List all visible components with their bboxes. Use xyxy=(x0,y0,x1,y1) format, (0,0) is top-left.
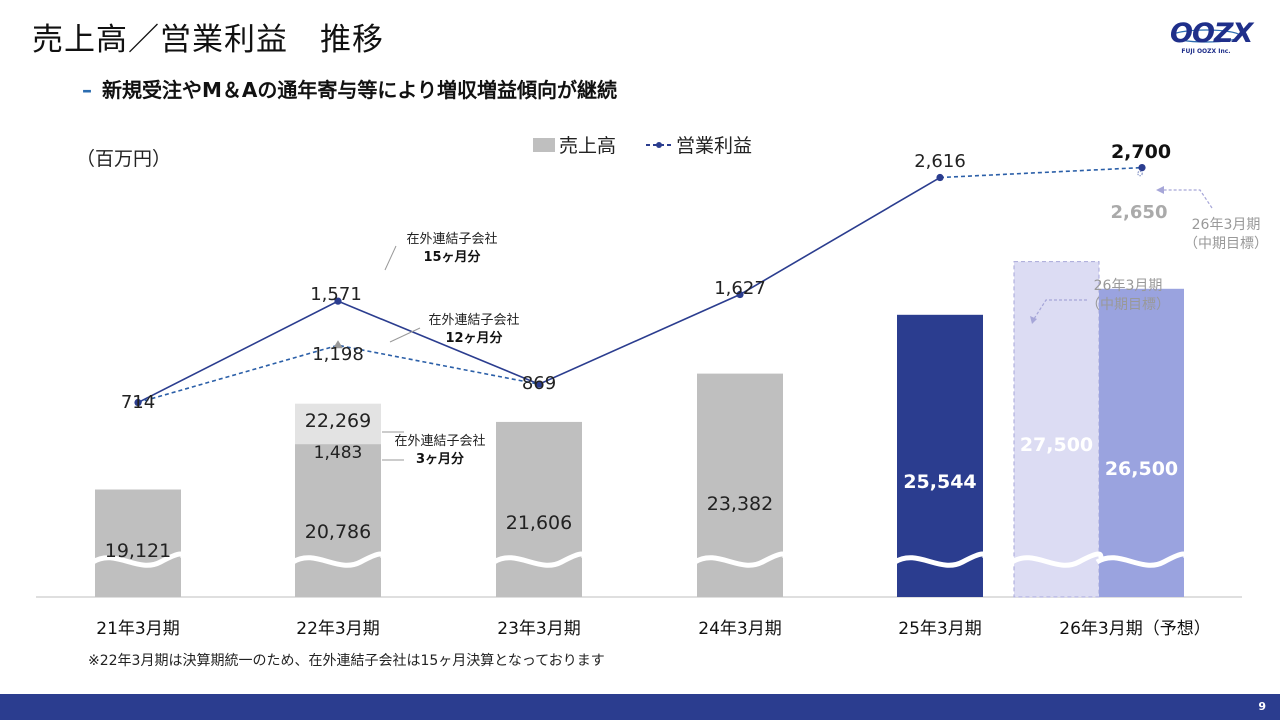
annotation-plan-profit-arrow xyxy=(1160,189,1213,209)
sales-22-overseas-label: 1,483 xyxy=(314,443,363,463)
profit-point-22-alt xyxy=(333,340,343,349)
profit-value-label-0: 714 xyxy=(121,392,155,413)
sales-26-forecast-label: 26,500 xyxy=(1105,458,1178,480)
legend-bar-swatch xyxy=(533,137,555,152)
subtitle: – 新規受注やM＆Aの通年寄与等により増収増益傾向が継続 xyxy=(82,74,617,103)
x-tick-label-2: 23年3月期 xyxy=(497,619,580,639)
logo-swoosh xyxy=(1171,29,1241,43)
sales-value-label-1: 22,269 xyxy=(305,410,371,432)
legend-line-label: 営業利益 xyxy=(676,135,753,157)
profit-value-label-2: 869 xyxy=(522,373,556,394)
profit-point-2 xyxy=(535,380,543,388)
sales-value-label-0: 19,121 xyxy=(105,540,171,562)
legend-line-swatch xyxy=(646,141,673,148)
legend-bar-label: 売上高 xyxy=(559,135,617,157)
annotation-plan-bar-arrowhead xyxy=(1030,316,1037,324)
footnote: ※22年3月期は決算期統一のため、在外連結子会社は15ヶ月決算となっております xyxy=(88,653,605,669)
profit-value-label-5: 2,650 xyxy=(1111,202,1168,223)
oozx-logo xyxy=(1171,29,1241,43)
annotation-15-line2: 15ヶ月分 xyxy=(423,249,480,265)
sales-bar-4 xyxy=(897,314,983,597)
annotation-3-line2: 3ヶ月分 xyxy=(416,451,464,467)
x-tick-label-4: 25年3月期 xyxy=(898,619,981,639)
profit-point-1 xyxy=(334,297,342,305)
annotation-plan-bar-line2: （中期目標） xyxy=(1086,297,1170,313)
profit-point-26-forecast xyxy=(1137,170,1143,177)
annotation-15-line1: 在外連結子会社 xyxy=(406,231,497,247)
subtitle-dash-icon: – xyxy=(82,78,92,102)
annotation-plan-profit-arrowhead xyxy=(1156,186,1164,194)
profit-point-3 xyxy=(736,290,744,299)
profit-point-26-plan xyxy=(1138,163,1146,172)
profit-line-solid xyxy=(137,176,941,404)
sales-value-label-4: 25,544 xyxy=(903,471,976,493)
axis-break-mark-1 xyxy=(291,551,386,568)
logo-text: OOZX xyxy=(1170,18,1253,49)
axis-break-mark-4 xyxy=(893,551,988,568)
sales-22-base-label: 20,786 xyxy=(305,521,371,543)
sales-bar-2 xyxy=(496,421,582,597)
x-tick-label-3: 24年3月期 xyxy=(698,619,781,639)
sales-26-plan-label: 27,500 xyxy=(1020,434,1093,456)
axis-break-mark-5 xyxy=(1010,551,1104,568)
annotation-plan-bar-arrow xyxy=(1031,299,1087,323)
annotation-15-leader xyxy=(384,245,397,271)
page-title: 売上高／営業利益 推移 xyxy=(32,22,384,58)
annotation-12-line1: 在外連結子会社 xyxy=(428,312,519,328)
annotation-plan-profit-line1: 26年3月期 xyxy=(1192,217,1261,233)
axis-break-mark-0 xyxy=(91,551,186,568)
annotation-12-leader xyxy=(389,327,421,343)
footer-band xyxy=(0,694,1280,720)
sales-bar-26-plan xyxy=(1013,261,1100,598)
profit-point-4 xyxy=(936,173,944,182)
axis-break-mark-3 xyxy=(693,551,788,568)
annotation-12-line2: 12ヶ月分 xyxy=(445,330,502,346)
x-tick-label-0: 21年3月期 xyxy=(96,619,179,639)
profit-point-0 xyxy=(134,398,142,407)
annotation-plan-bar-line1: 26年3月期 xyxy=(1094,278,1163,294)
subtitle-text: 新規受注やM＆Aの通年寄与等により増収増益傾向が継続 xyxy=(102,78,617,102)
sales-value-label-2: 21,606 xyxy=(506,512,572,534)
annotation-plan-profit-line2: （中期目標） xyxy=(1184,236,1268,252)
chart-legend: 売上高 営業利益 xyxy=(533,131,752,158)
sales-value-label-3: 23,382 xyxy=(707,493,773,515)
profit-value-label-1: 1,571 xyxy=(310,284,362,305)
sales-bar-0 xyxy=(95,489,181,597)
annotation-3-line1: 在外連結子会社 xyxy=(394,433,485,449)
x-tick-label-5: 26年3月期（予想） xyxy=(1059,619,1210,639)
sales-profit-chart: 19,121 22,269 21,606 23,382 25,544 20,786 1,48… xyxy=(36,141,1268,639)
profit-22-alt-label: 1,198 xyxy=(312,344,364,365)
profit-line-dashed-26 xyxy=(939,166,1143,179)
logo-subtext: FUJI OOZX Inc. xyxy=(1181,48,1231,55)
profit-line-dashed-22 xyxy=(137,344,540,404)
x-tick-label-1: 22年3月期 xyxy=(296,619,379,639)
axis-break-mark-2 xyxy=(492,551,587,568)
unit-label: （百万円） xyxy=(76,148,172,170)
axis-break-mark-6 xyxy=(1095,551,1189,568)
profit-value-label-4: 2,616 xyxy=(914,151,966,172)
profit-26-plan-label: 2,700 xyxy=(1111,141,1171,163)
sales-bar-22-overseas-segment xyxy=(295,403,381,445)
profit-value-label-3: 1,627 xyxy=(714,278,766,299)
page-number: 9 xyxy=(1258,700,1266,713)
sales-bar-26-forecast xyxy=(1099,288,1184,597)
